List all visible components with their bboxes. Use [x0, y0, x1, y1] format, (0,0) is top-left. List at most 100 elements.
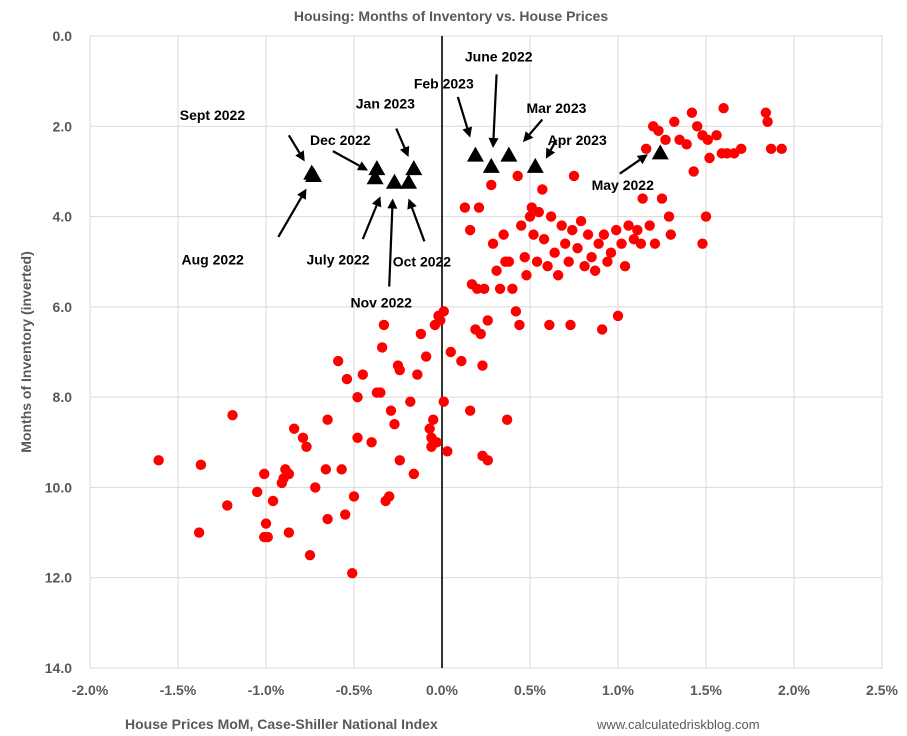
data-point — [475, 328, 486, 340]
highlighted-month-points — [303, 144, 669, 189]
annotation-arrow-head — [545, 147, 556, 159]
annotation-label: Feb 2023 — [414, 75, 474, 91]
annotation-label: Nov 2022 — [350, 294, 412, 310]
annotation-arrow-head — [356, 161, 369, 171]
data-point — [487, 238, 499, 249]
data-point — [259, 468, 270, 480]
data-point — [632, 224, 643, 236]
data-point — [503, 256, 515, 267]
annotation-arrow-head — [295, 150, 305, 162]
data-point — [283, 468, 295, 480]
data-point — [262, 531, 273, 543]
data-point — [711, 130, 722, 141]
triangle-point — [500, 146, 518, 162]
data-point — [516, 220, 527, 231]
annotation-arrow-head — [371, 196, 382, 208]
data-point — [528, 229, 539, 240]
data-point — [681, 139, 692, 150]
data-point — [322, 513, 333, 525]
data-point — [560, 238, 571, 249]
inventory-price-points — [153, 103, 787, 579]
data-point — [644, 220, 655, 231]
x-tick-label: -2.0% — [72, 682, 109, 698]
grid — [89, 35, 883, 669]
y-tick-label: 14.0 — [45, 660, 72, 676]
x-tick-label: -0.5% — [336, 682, 373, 698]
data-point — [260, 518, 272, 529]
data-point — [542, 261, 553, 272]
x-tick-label: 0.5% — [514, 682, 546, 698]
data-point — [589, 265, 601, 276]
data-point — [310, 482, 321, 493]
data-point — [669, 116, 680, 127]
data-point — [304, 549, 316, 561]
data-point — [389, 419, 400, 430]
x-tick-label: 2.5% — [866, 682, 898, 698]
data-point — [567, 224, 578, 236]
annotation-label: Oct 2022 — [393, 254, 452, 270]
data-point — [442, 446, 453, 457]
data-point — [267, 495, 279, 507]
annotation-labels: Sept 2022 Aug 2022 Dec 2022 Jan 2023 July 20… — [180, 48, 654, 310]
data-point — [394, 364, 405, 376]
data-point — [556, 220, 567, 231]
data-point — [544, 319, 555, 331]
annotation-arrow-head — [297, 188, 307, 200]
data-point — [227, 410, 238, 421]
triangle-point — [385, 173, 403, 189]
data-point — [153, 455, 164, 466]
triangle-point — [526, 157, 544, 173]
annotation-arrow-line — [456, 96, 469, 129]
annotation-label: Sept 2022 — [180, 107, 246, 123]
data-point — [686, 107, 698, 118]
data-point — [193, 527, 205, 538]
x-axis-ticks: -2.0% -1.5% -1.0% -0.5% 0.0% 0.5% 1.0% 1.5% 2.0%… — [72, 682, 899, 698]
data-point — [347, 568, 358, 579]
data-point — [445, 346, 456, 358]
annotation-arrow-line — [619, 159, 641, 175]
data-point — [762, 116, 773, 127]
triangle-point — [651, 144, 669, 160]
annotation-arrow-line — [361, 205, 378, 240]
data-point — [665, 229, 676, 240]
data-point — [537, 184, 548, 195]
data-point — [736, 143, 747, 155]
data-point — [602, 256, 613, 267]
x-tick-label: -1.5% — [160, 682, 197, 698]
data-point — [635, 238, 647, 249]
annotation-arrow-line — [277, 196, 303, 238]
data-point — [533, 206, 544, 218]
data-point — [688, 166, 699, 177]
annotation-arrow-head — [636, 154, 648, 165]
data-point — [494, 283, 506, 294]
annotation-arrow-line — [332, 150, 360, 167]
y-tick-label: 12.0 — [45, 570, 72, 586]
data-point — [405, 396, 416, 407]
data-point — [538, 233, 550, 245]
annotation-arrow-head — [488, 137, 499, 148]
data-point — [531, 256, 543, 267]
data-point — [375, 387, 386, 398]
data-point — [464, 224, 476, 236]
data-point — [332, 355, 344, 367]
data-point — [288, 423, 300, 434]
data-point — [352, 391, 363, 403]
annotation-arrow-line — [528, 118, 544, 136]
annotation-label: Aug 2022 — [182, 251, 244, 267]
data-point — [637, 193, 648, 204]
data-point — [348, 491, 360, 502]
data-point — [623, 220, 634, 231]
data-point — [438, 396, 449, 407]
data-point — [435, 315, 446, 326]
data-point — [408, 468, 420, 480]
data-point — [514, 319, 525, 331]
data-point — [568, 170, 580, 182]
annotation-arrow-head — [522, 131, 534, 143]
y-tick-label: 4.0 — [53, 209, 73, 225]
data-point — [640, 143, 652, 155]
data-point — [612, 310, 624, 322]
source-label: www.calculatedriskblog.com — [596, 717, 760, 732]
annotation-arrows — [277, 74, 648, 287]
annotation-arrow-line — [388, 208, 394, 287]
y-axis-title: Months of Inventory (inverted) — [18, 251, 34, 452]
